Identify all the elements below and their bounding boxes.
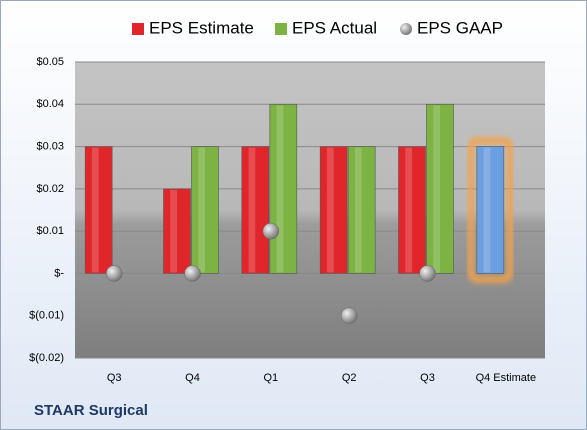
bar [476, 146, 505, 274]
y-tick-label: $0.01 [36, 225, 64, 237]
gaap-marker [340, 307, 358, 324]
bar [191, 146, 219, 274]
x-tick-label: Q3 [107, 372, 122, 384]
bar-shine [354, 147, 362, 273]
legend-marker [400, 23, 412, 35]
bar-shine [248, 147, 256, 273]
bar [163, 188, 191, 274]
gaap-marker [105, 265, 123, 282]
bar-shine [276, 105, 284, 273]
y-tick-label: $0.05 [36, 56, 64, 68]
y-tick-label: $(0.02) [29, 352, 64, 364]
bar-shine [170, 189, 177, 273]
bar-shine [433, 105, 440, 273]
bar [398, 146, 426, 274]
legend-text: EPS Actual [292, 18, 377, 37]
bar [426, 103, 454, 274]
legend-text: EPS GAAP [417, 18, 503, 37]
bar [84, 146, 113, 274]
bar [241, 146, 270, 274]
y-tick-label: $0.04 [36, 98, 64, 110]
bar-shine [326, 147, 334, 273]
x-tick-label: Q2 [342, 372, 357, 384]
legend-marker [132, 23, 144, 35]
gaap-marker [184, 265, 201, 282]
x-tick-label: Q3 [420, 372, 435, 384]
legend-text: EPS Estimate [149, 18, 254, 37]
bar-shine [91, 147, 99, 273]
y-tick-label: $- [54, 267, 64, 279]
gaap-marker [262, 222, 280, 240]
y-tick-label: $0.03 [36, 140, 64, 152]
highlight-glow [467, 137, 513, 283]
bar [319, 146, 348, 274]
y-tick-label: $(0.01) [29, 310, 64, 322]
y-tick-label: $0.02 [36, 183, 64, 195]
bar [347, 146, 376, 274]
bar-shine [405, 147, 412, 273]
gaap-marker [419, 265, 436, 282]
chart-title: STAAR Surgical [34, 402, 148, 419]
x-tick-label: Q4 Estimate [476, 372, 537, 384]
bar-shine [483, 147, 491, 273]
plot-area [75, 62, 545, 358]
bar [269, 103, 298, 274]
legend-marker [275, 23, 287, 35]
bar-shine [198, 147, 205, 273]
x-tick-label: Q4 [185, 372, 200, 384]
x-tick-label: Q1 [263, 372, 278, 384]
